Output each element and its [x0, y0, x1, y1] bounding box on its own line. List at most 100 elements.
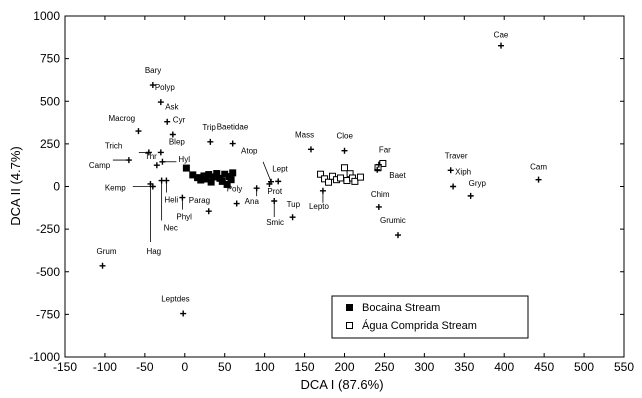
taxon-point-bary: [149, 82, 156, 89]
agua-comprida-point: [317, 170, 325, 178]
bocaina-point: [197, 176, 205, 184]
taxon-label-parag: Parag: [189, 196, 210, 205]
bocaina-point: [218, 177, 226, 185]
legend-label-agua-comprida: Água Comprida Stream: [362, 319, 477, 332]
taxon-point-cyr: [169, 131, 176, 138]
taxon-label-lepto: Lepto: [309, 202, 330, 211]
taxon-label-camp: Camp: [89, 161, 111, 170]
taxon-label-heli: Heli: [164, 196, 178, 205]
y-tick-label: 500: [40, 94, 60, 108]
bocaina-point: [207, 178, 215, 186]
y-tick-label: -1000: [29, 350, 60, 364]
taxon-label-prot: Prot: [267, 187, 282, 196]
y-axis-title: DCA II (4.7%): [8, 146, 23, 225]
bocaina-point: [213, 170, 221, 178]
taxon-point-trip: [207, 138, 214, 145]
taxon-label-poly: Poly: [227, 185, 243, 194]
y-tick-label: -750: [36, 307, 60, 321]
y-tick-label: -500: [36, 265, 60, 279]
agua-comprida-point: [379, 159, 387, 167]
taxon-label-grumic: Grumic: [380, 216, 406, 225]
bocaina-point: [223, 180, 231, 188]
x-tick-label: 100: [255, 360, 275, 374]
bocaina-point: [229, 169, 237, 177]
taxon-label-lept: Lept: [272, 164, 288, 173]
taxon-label-hyl: Hyl: [178, 155, 190, 164]
taxon-label-cam: Cam: [530, 163, 547, 172]
taxon-point-cae: [498, 42, 505, 49]
taxon-label-baet: Baet: [389, 171, 406, 180]
bocaina-point: [189, 171, 197, 179]
x-tick-label: 50: [218, 360, 232, 374]
taxon-label-gryp: Gryp: [469, 179, 487, 188]
taxon-label-thr: Thr: [145, 152, 157, 161]
taxon-label-trich: Trich: [105, 141, 122, 150]
taxon-point-baetidae: [229, 140, 236, 147]
taxon-label-mass: Mass: [295, 130, 314, 139]
taxon-label-cae: Cae: [494, 31, 509, 40]
taxon-point-cloe: [341, 147, 348, 154]
legend: Bocaina Stream Água Comprida Stream: [331, 295, 529, 339]
x-tick-label: 550: [614, 360, 634, 374]
x-axis-title: DCA I (87.6%): [300, 377, 383, 392]
taxon-point-grum: [99, 262, 106, 269]
taxon-point-blep: [157, 149, 164, 156]
taxon-point-parag: [205, 208, 212, 215]
taxon-label-macrog: Macrog: [108, 114, 135, 123]
taxon-label-bary: Bary: [145, 66, 161, 75]
agua-comprida-point: [325, 178, 333, 186]
taxon-point-far: [375, 161, 382, 168]
taxon-label-leptdes: Leptdes: [161, 295, 189, 304]
taxon-label-blep: Blep: [169, 137, 186, 146]
agua-comprida-point: [351, 177, 359, 185]
taxon-label-tup: Tup: [287, 200, 301, 209]
x-tick-label: 250: [374, 360, 394, 374]
y-tick-label: 250: [40, 137, 60, 151]
x-tick-label: 500: [574, 360, 594, 374]
taxon-point-thr: [153, 162, 160, 169]
x-tick-label: -50: [136, 360, 154, 374]
x-tick-label: 300: [414, 360, 434, 374]
taxon-label-trip: Trip: [202, 123, 216, 132]
point-labels: Cae Cam Traver Xiph Gryp Grumic Chim Far Baet Clo…: [89, 31, 547, 304]
taxon-label-nec: Nec: [164, 224, 178, 233]
bocaina-point: [227, 176, 235, 184]
x-tick-label: -100: [93, 360, 117, 374]
axes: -150 -100 -50 0 50 100 150 200 250 300 350 400 450 50…: [29, 9, 634, 374]
bocaina-point: [205, 171, 213, 179]
taxon-label-xiph: Xiph: [455, 168, 471, 177]
taxon-label-phyl: Phyl: [176, 213, 192, 222]
x-tick-label: 150: [295, 360, 315, 374]
taxon-label-polyp: Polyp: [155, 83, 176, 92]
taxon-point-gryp: [467, 192, 474, 199]
taxon-point-macrog: [135, 128, 142, 135]
legend-label-bocaina: Bocaina Stream: [362, 302, 440, 314]
taxon-point-ask: [164, 118, 171, 125]
taxon-point-grumic: [395, 232, 402, 239]
taxon-point-baet: [374, 166, 381, 173]
x-tick-label: 0: [181, 360, 188, 374]
taxon-label-kemp: Kemp: [105, 184, 126, 193]
legend-marker-bocaina: [346, 304, 353, 311]
taxon-point-leptdes: [180, 310, 187, 317]
bocaina-point: [182, 164, 190, 172]
x-tick-label: 450: [534, 360, 554, 374]
taxon-point-polyp: [157, 99, 164, 106]
legend-box: [331, 295, 529, 339]
taxon-label-far: Far: [379, 146, 391, 155]
bocaina-point: [202, 175, 210, 183]
taxon-label-grum: Grum: [97, 247, 117, 256]
y-tick-label: 1000: [33, 9, 60, 23]
legend-marker-agua-comprida: [346, 322, 353, 329]
taxon-point-mass: [307, 146, 314, 153]
y-tick-label: -250: [36, 222, 60, 236]
taxon-label-traver: Traver: [445, 151, 468, 160]
agua-comprida-point: [356, 173, 364, 181]
taxon-point-xiph: [450, 183, 457, 190]
taxon-label-cyr: Cyr: [173, 115, 186, 124]
taxon-label-atop: Atop: [241, 147, 258, 156]
taxon-point-cam: [535, 176, 542, 183]
taxon-label-cloe: Cloe: [337, 132, 354, 141]
x-tick-label: 200: [334, 360, 354, 374]
